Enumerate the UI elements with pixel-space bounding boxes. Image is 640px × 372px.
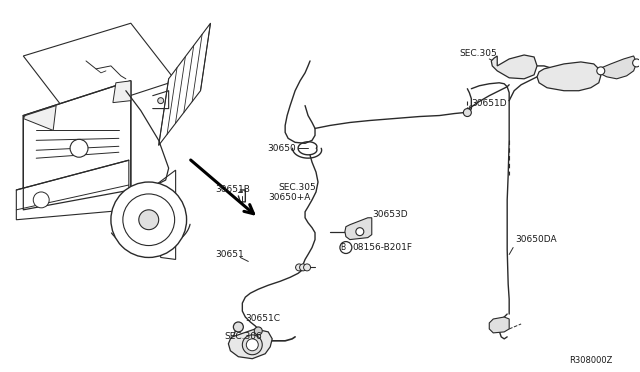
Polygon shape bbox=[17, 160, 129, 220]
Text: SEC.306: SEC.306 bbox=[225, 332, 262, 341]
Polygon shape bbox=[345, 218, 372, 240]
Polygon shape bbox=[23, 106, 56, 131]
Polygon shape bbox=[492, 55, 537, 79]
Text: 30651B: 30651B bbox=[216, 186, 250, 195]
Text: SEC.305: SEC.305 bbox=[460, 48, 497, 58]
Circle shape bbox=[254, 327, 262, 335]
Circle shape bbox=[234, 322, 243, 332]
Circle shape bbox=[296, 264, 303, 271]
Text: 08156-B201F: 08156-B201F bbox=[353, 243, 413, 252]
Text: R308000Z: R308000Z bbox=[569, 356, 612, 365]
Text: 30651C: 30651C bbox=[245, 314, 280, 324]
Text: 30650+A: 30650+A bbox=[268, 193, 310, 202]
Text: 30650: 30650 bbox=[268, 144, 296, 153]
Text: SEC.305: SEC.305 bbox=[278, 183, 316, 192]
Polygon shape bbox=[23, 81, 131, 210]
Text: 30650DA: 30650DA bbox=[515, 235, 557, 244]
Circle shape bbox=[596, 67, 605, 75]
Polygon shape bbox=[489, 317, 509, 333]
Polygon shape bbox=[537, 62, 601, 91]
Text: 30651D: 30651D bbox=[471, 99, 507, 108]
Circle shape bbox=[70, 140, 88, 157]
Text: 30651: 30651 bbox=[216, 250, 244, 259]
Circle shape bbox=[33, 192, 49, 208]
Polygon shape bbox=[23, 23, 175, 116]
Circle shape bbox=[157, 98, 164, 104]
Polygon shape bbox=[159, 23, 211, 145]
Polygon shape bbox=[156, 170, 175, 259]
Polygon shape bbox=[599, 56, 637, 79]
Circle shape bbox=[340, 241, 352, 253]
Circle shape bbox=[303, 264, 310, 271]
Text: 30653D: 30653D bbox=[372, 210, 408, 219]
Circle shape bbox=[123, 194, 175, 246]
Circle shape bbox=[243, 335, 262, 355]
Circle shape bbox=[139, 210, 159, 230]
Polygon shape bbox=[113, 81, 131, 103]
Text: B: B bbox=[340, 243, 346, 252]
Circle shape bbox=[463, 109, 471, 116]
Circle shape bbox=[246, 339, 259, 351]
Circle shape bbox=[111, 182, 187, 257]
Polygon shape bbox=[228, 329, 272, 359]
Circle shape bbox=[356, 228, 364, 235]
Circle shape bbox=[632, 59, 640, 67]
Circle shape bbox=[300, 264, 307, 271]
